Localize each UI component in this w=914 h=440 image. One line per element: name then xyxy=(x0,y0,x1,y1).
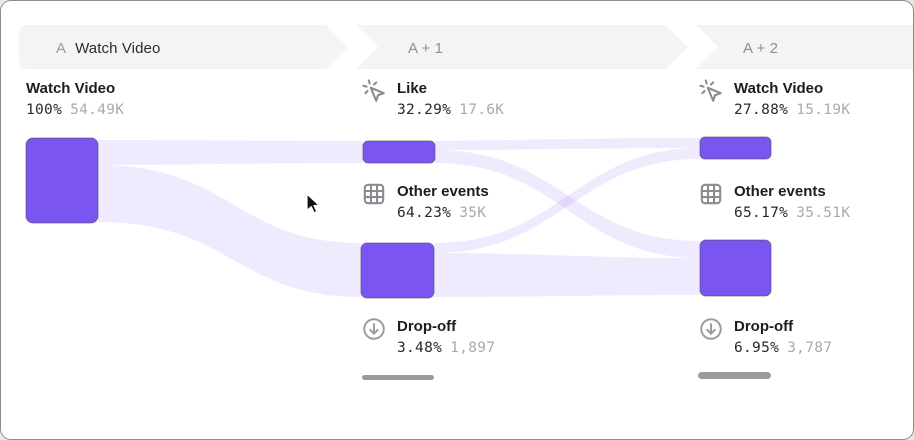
grid-icon xyxy=(363,183,385,205)
step-header-a: A Watch Video xyxy=(56,37,160,59)
step-percent: 100% xyxy=(26,102,63,118)
grid-icon xyxy=(700,183,722,205)
flow-watchvideo-to-otherevents[interactable] xyxy=(98,165,361,297)
flow-watchvideo-to-like[interactable] xyxy=(98,140,363,165)
step-count: 15.19K xyxy=(796,102,851,118)
step-a2-dropoff[interactable]: Drop-off 6.95% 3,787 xyxy=(698,317,832,358)
step-label: Drop-off xyxy=(397,318,457,335)
step-label: Drop-off xyxy=(734,318,794,335)
step-count: 3,787 xyxy=(787,340,833,356)
step-letter: A xyxy=(56,39,67,57)
step-label: Other events xyxy=(734,183,826,200)
step-title: A + 2 xyxy=(743,39,779,57)
step-title: A + 1 xyxy=(408,39,444,57)
dropoff-bar-a1[interactable] xyxy=(362,375,434,380)
step-label: Watch Video xyxy=(26,80,116,97)
step-count: 35.51K xyxy=(796,205,851,221)
dropoff-icon xyxy=(363,318,385,340)
flow-like-to-watchvideo[interactable] xyxy=(435,138,700,150)
step-header-a1: A + 1 xyxy=(408,37,443,59)
step-label: Watch Video xyxy=(734,80,824,97)
step-a1-like[interactable]: Like 32.29% 17.6K xyxy=(361,79,504,120)
click-icon xyxy=(699,79,722,102)
click-icon xyxy=(362,79,385,102)
step-percent: 65.17% xyxy=(734,205,789,221)
step-percent: 32.29% xyxy=(397,102,452,118)
dropoff-icon xyxy=(700,318,722,340)
step-a2-watchvideo[interactable]: Watch Video 27.88% 15.19K xyxy=(698,79,850,120)
step-header-a2: A + 2 xyxy=(743,37,778,59)
node-a1-like[interactable] xyxy=(362,140,436,164)
step-a2-otherevents[interactable]: Other events 65.17% 35.51K xyxy=(698,182,850,223)
node-a2-otherevents[interactable] xyxy=(699,239,772,297)
step-band-a[interactable] xyxy=(19,25,348,69)
step-percent: 6.95% xyxy=(734,340,780,356)
step-percent: 27.88% xyxy=(734,102,789,118)
dropoff-bar-a2[interactable] xyxy=(698,372,771,379)
step-count: 35K xyxy=(459,205,487,221)
step-count: 17.6K xyxy=(459,102,505,118)
flow-like-to-otherevents[interactable] xyxy=(435,150,700,258)
node-a1-otherevents[interactable] xyxy=(360,242,435,299)
step-title: Watch Video xyxy=(75,39,161,57)
step-a-watchvideo[interactable]: Watch Video 100% 54.49K xyxy=(26,79,124,120)
step-count: 54.49K xyxy=(70,102,125,118)
step-count: 1,897 xyxy=(450,340,496,356)
node-a2-watchvideo[interactable] xyxy=(699,136,772,160)
flow-otherevents-to-otherevents[interactable] xyxy=(434,253,700,297)
mouse-cursor-icon xyxy=(306,192,321,214)
step-a1-otherevents[interactable]: Other events 64.23% 35K xyxy=(361,182,489,223)
flow-otherevents-to-watchvideo[interactable] xyxy=(434,148,700,253)
step-label: Like xyxy=(397,80,428,97)
step-percent: 3.48% xyxy=(397,340,443,356)
step-band-a2[interactable] xyxy=(696,25,914,69)
step-a1-dropoff[interactable]: Drop-off 3.48% 1,897 xyxy=(361,317,495,358)
node-a-watchvideo[interactable] xyxy=(25,137,99,224)
step-label: Other events xyxy=(397,183,489,200)
step-percent: 64.23% xyxy=(397,205,452,221)
step-band-a1[interactable] xyxy=(356,25,688,69)
